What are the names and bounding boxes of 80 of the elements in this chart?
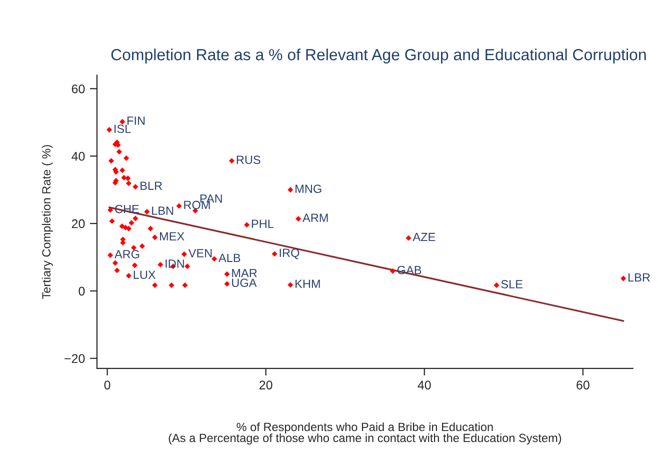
point (148, 226, 154, 232)
point (121, 174, 127, 180)
y-tick-label: 20 (72, 219, 85, 228)
annotation: PHL (252, 220, 274, 228)
annotation: ROM (184, 200, 210, 210)
point (212, 256, 218, 262)
y-tick-label: 0 (78, 286, 85, 296)
point (272, 251, 278, 257)
point (228, 158, 235, 164)
y-tick-label: 40 (72, 152, 85, 161)
point (109, 218, 115, 224)
point (114, 268, 120, 274)
point (224, 281, 230, 287)
point (116, 148, 122, 154)
point (288, 187, 294, 193)
annotation: AZE (412, 232, 436, 242)
annotation: PAN (200, 194, 222, 203)
x-axis-title: % of Respondents who Paid a Bribe in Education (As a Percentage of those who came in contact with the Education System) (168, 422, 562, 444)
annotation: LUX (134, 270, 156, 279)
annotation: VEN (188, 249, 212, 258)
point (132, 184, 138, 190)
point (144, 208, 150, 214)
point (244, 222, 250, 228)
annotation: UGA (232, 278, 257, 288)
point (620, 276, 626, 282)
x-tick-label: 0 (104, 380, 110, 390)
annotation: IRQ (280, 248, 300, 260)
x-tick-label: 20 (260, 380, 272, 390)
annotation: ARG (114, 250, 140, 258)
point (139, 243, 145, 249)
point (184, 264, 190, 270)
point (120, 118, 126, 124)
point (108, 252, 114, 258)
point (132, 262, 138, 268)
point (132, 216, 138, 222)
point (106, 127, 112, 133)
point (126, 272, 132, 279)
point (152, 282, 158, 288)
point (406, 235, 412, 241)
annotation: KHM (296, 280, 320, 288)
point (296, 216, 302, 222)
point (288, 282, 294, 288)
y-tick-label: 60 (72, 84, 85, 94)
point (158, 262, 164, 268)
annotation: ALB (218, 254, 240, 262)
annotation: ISL (114, 124, 131, 133)
point (182, 282, 188, 288)
annotation: BLR (140, 182, 162, 190)
y-tick-label: −20 (64, 354, 85, 363)
point (152, 234, 158, 240)
annotation: MAR (232, 269, 257, 278)
annotation: GAB (397, 266, 422, 274)
annotation: SLE (501, 280, 522, 288)
point (224, 271, 230, 277)
point (176, 203, 182, 209)
point (494, 282, 500, 288)
point (181, 251, 187, 257)
point (108, 158, 114, 164)
point (125, 176, 131, 182)
point (128, 220, 134, 226)
point (124, 155, 130, 161)
annotation: IDN (166, 260, 184, 268)
annotation: MNG (296, 184, 322, 193)
annotation: ARM (302, 214, 328, 222)
chart-title: Completion Rate as a % of Relevant Age Group and Educational Corruption (111, 48, 646, 64)
point (108, 207, 114, 213)
point (120, 167, 126, 174)
annotation: FIN (127, 116, 145, 125)
point (126, 180, 132, 186)
annotation: LBN (152, 206, 174, 215)
point (390, 268, 396, 274)
annotation: MEX (160, 232, 184, 240)
annotation: RUS (236, 156, 260, 164)
point (119, 223, 125, 229)
y-axis-title: Tertiary Completion Rate ( %) (42, 145, 53, 299)
point (112, 260, 118, 266)
x-tick-label: 60 (576, 380, 590, 390)
annotation: LBR (628, 273, 650, 282)
point (168, 282, 174, 288)
x-tick-label: 40 (418, 380, 431, 390)
